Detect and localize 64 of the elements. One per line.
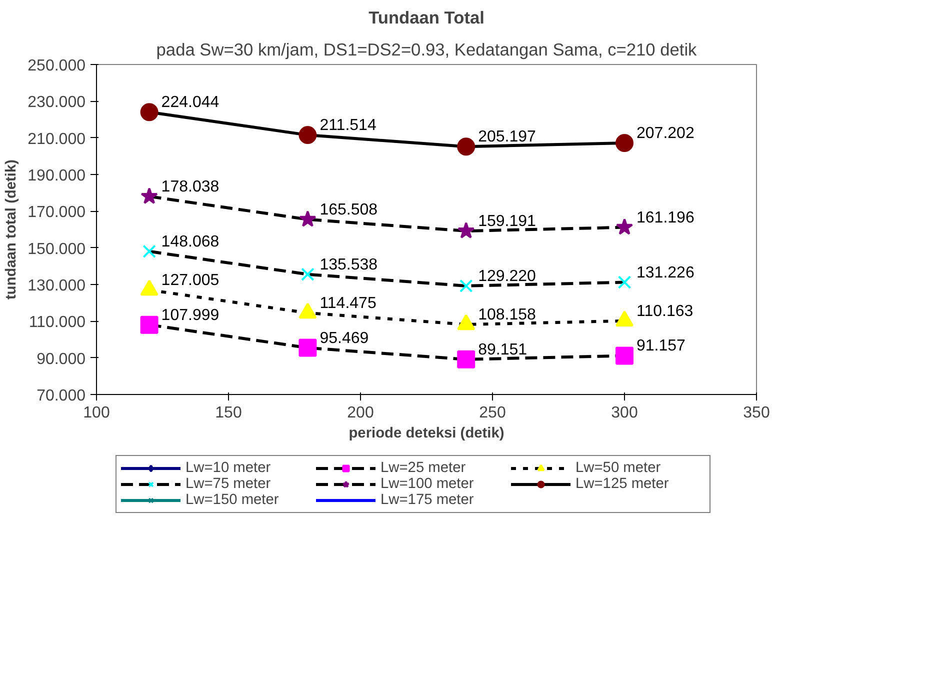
data-label: 107.999 bbox=[161, 306, 220, 324]
x-tick-label: 350 bbox=[743, 404, 770, 422]
y-tick-label: 150.000 bbox=[28, 240, 86, 258]
y-tick-label: 90.000 bbox=[36, 350, 86, 368]
data-label: 178.038 bbox=[161, 178, 220, 196]
y-tick-label: 230.000 bbox=[28, 94, 86, 112]
x-tick-label: 200 bbox=[347, 404, 374, 422]
x-tick-label: 100 bbox=[83, 404, 110, 422]
data-label: 211.514 bbox=[320, 117, 376, 134]
point bbox=[140, 103, 158, 122]
x-tick-label: 300 bbox=[611, 404, 638, 422]
data-label: 159.191 bbox=[478, 212, 536, 230]
legend-label: Lw=175 meter bbox=[380, 492, 475, 508]
point bbox=[616, 346, 634, 365]
point bbox=[298, 126, 317, 144]
point bbox=[457, 222, 475, 238]
y-tick-label: 210.000 bbox=[28, 130, 86, 148]
point bbox=[616, 134, 634, 152]
data-label: 108.158 bbox=[478, 306, 536, 324]
data-label: 114.475 bbox=[320, 294, 376, 312]
point bbox=[459, 279, 473, 293]
data-label: 161.196 bbox=[636, 209, 694, 226]
data-label: 207.202 bbox=[636, 124, 694, 142]
legend-label: Lw=25 meter bbox=[380, 460, 467, 476]
x-axis-title: periode deteksi (detik) bbox=[348, 426, 504, 442]
data-label: 135.538 bbox=[320, 256, 378, 274]
point bbox=[142, 244, 156, 258]
point bbox=[298, 338, 317, 357]
y-tick-label: 170.000 bbox=[28, 204, 86, 222]
data-label: 91.157 bbox=[636, 338, 686, 355]
point bbox=[140, 187, 158, 204]
legend-label: Lw=150 meter bbox=[186, 492, 280, 508]
legend-label: Lw=50 meter bbox=[576, 460, 662, 476]
legend-label: Lw=100 meter bbox=[380, 476, 475, 492]
point bbox=[457, 138, 476, 156]
y-tick-label: 250.000 bbox=[28, 58, 86, 74]
x-tick-label: 150 bbox=[215, 404, 242, 422]
y-tick-label: 190.000 bbox=[28, 168, 86, 184]
chart-title: Tundaan Total bbox=[368, 8, 484, 28]
point bbox=[140, 316, 158, 334]
y-axis-title: tundaan total (detik) bbox=[4, 159, 20, 300]
data-label: 110.163 bbox=[636, 302, 694, 320]
data-label: 95.469 bbox=[320, 330, 369, 347]
legend-label: Lw=125 meter bbox=[576, 476, 670, 492]
legend-label: Lw=75 meter bbox=[186, 476, 272, 492]
y-tick-label: 110.000 bbox=[28, 314, 86, 332]
point bbox=[457, 350, 476, 368]
data-label: 165.508 bbox=[320, 201, 378, 218]
data-label: 127.005 bbox=[161, 272, 220, 289]
point bbox=[616, 218, 634, 235]
x-tick-label: 250 bbox=[479, 404, 506, 422]
point bbox=[618, 276, 632, 289]
data-label: 131.226 bbox=[636, 264, 694, 282]
data-label: 89.151 bbox=[478, 341, 528, 358]
data-label: 129.220 bbox=[478, 268, 536, 285]
data-label: 205.197 bbox=[478, 128, 536, 146]
data-label: 224.044 bbox=[161, 94, 220, 112]
y-tick-label: 70.000 bbox=[36, 388, 86, 404]
chart-subtitle: pada Sw=30 km/jam, DS1=DS2=0.93, Kedatangan Sama, c=210 detik bbox=[156, 40, 698, 60]
data-label: 148.068 bbox=[161, 233, 220, 250]
legend-label: Lw=10 meter bbox=[186, 460, 272, 476]
point bbox=[299, 210, 316, 227]
point bbox=[301, 268, 314, 282]
y-tick-label: 130.000 bbox=[28, 278, 86, 294]
